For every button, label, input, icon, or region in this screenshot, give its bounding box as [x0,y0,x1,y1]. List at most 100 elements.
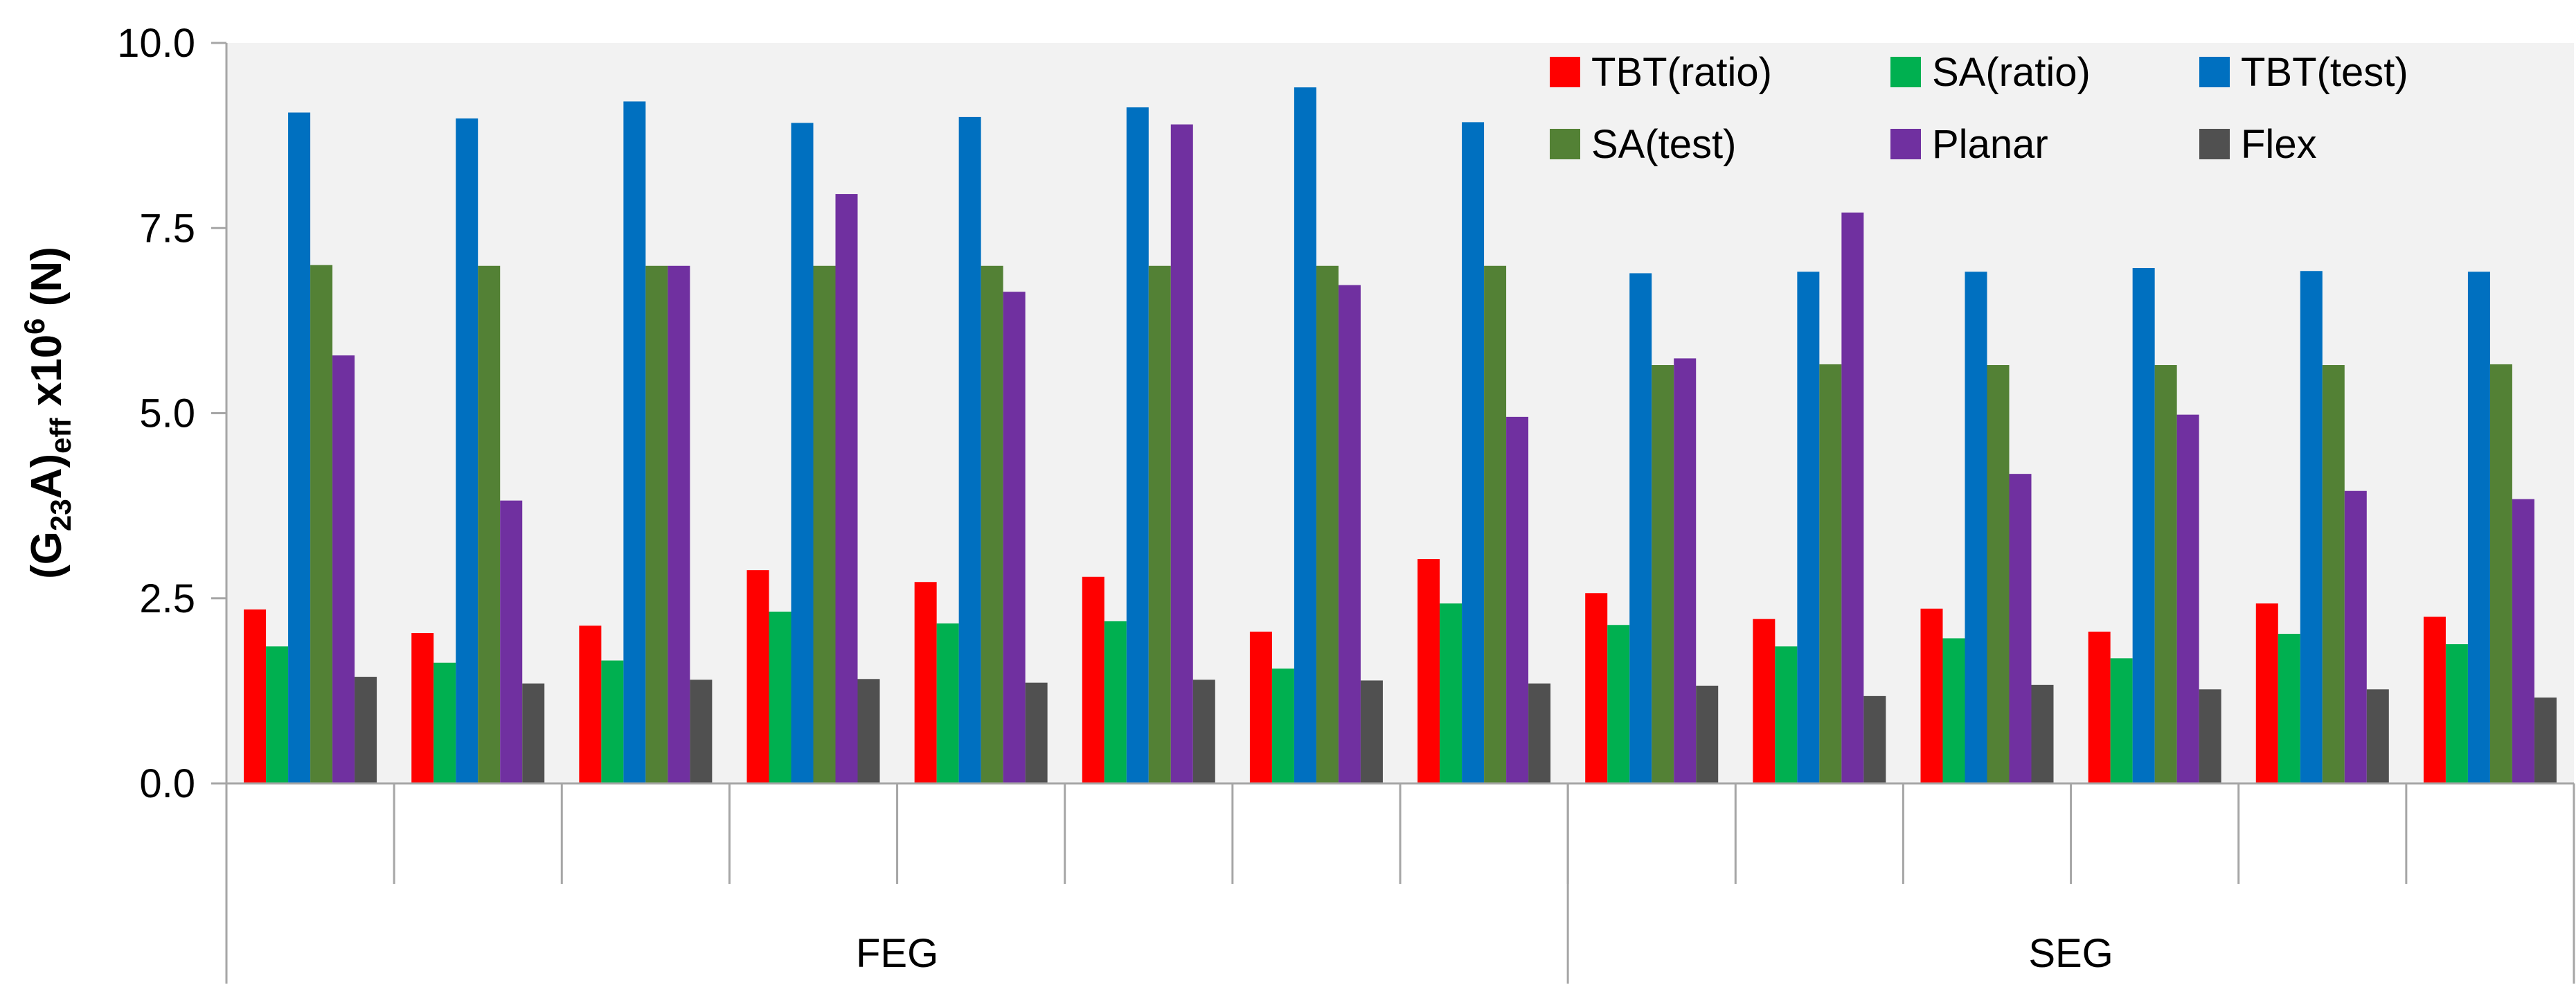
bar-tbt-test--6 [1126,107,1149,784]
bar-planar-2 [500,500,523,783]
bar-flex-1 [355,677,377,783]
y-axis-label-sub2: eff [44,417,77,453]
bar-tbt-ratio--10 [1753,619,1776,783]
y-axis-label-sub1: 23 [44,499,77,531]
bar-sa-ratio--7 [1271,668,1294,783]
bar-tbt-ratio--8 [1417,559,1440,783]
bar-tbt-ratio--9 [1585,593,1608,783]
bar-sa-test--5 [981,265,1003,783]
group-label-seg: SEG [2028,931,2113,976]
bar-sa-test--11 [1987,365,2010,783]
bar-flex-13 [2366,689,2389,783]
axes [225,43,2575,984]
bar-sa-test--3 [645,265,668,783]
bar-sa-test--6 [1148,265,1171,783]
bar-flex-6 [1192,680,1215,783]
legend-label-tbt-ratio-: TBT(ratio) [1591,50,1772,95]
bar-tbt-test--1 [288,112,311,784]
bar-tbt-test--9 [1629,273,1652,784]
bar-sa-ratio--8 [1440,603,1463,783]
bar-tbt-ratio--5 [914,582,937,783]
bar-tbt-ratio--6 [1082,576,1104,783]
bar-flex-7 [1360,680,1383,783]
y-axis-label-unit: (N) [23,247,71,318]
bar-planar-12 [2176,414,2199,783]
legend-label-flex: Flex [2241,122,2317,167]
y-axis-label-prefix: (G [23,531,71,579]
legend-label-tbt-test-: TBT(test) [2241,50,2408,95]
bar-sa-test--4 [813,265,836,783]
bar-flex-12 [2199,689,2221,783]
bar-flex-3 [690,680,713,783]
bar-tbt-test--12 [2132,267,2155,783]
y-axis-label-mid: A) [23,454,71,499]
bar-planar-14 [2512,499,2534,783]
bar-sa-ratio--13 [2278,634,2300,783]
bar-sa-ratio--3 [601,660,624,783]
bar-tbt-ratio--4 [746,570,769,783]
y-axis-label: (G23A)eff x106 (N) [18,247,77,579]
bar-sa-test--10 [1819,364,1842,783]
y-ticks: 0.0 2.5 5.0 7.5 10.0 [117,21,226,806]
y-tick-label: 10.0 [117,21,195,66]
bar-flex-8 [1528,683,1551,783]
bar-tbt-ratio--12 [2088,631,2111,783]
bar-planar-1 [332,355,355,783]
bar-tbt-ratio--14 [2423,616,2446,783]
group-labels: FEG SEG [856,931,2113,976]
bar-planar-7 [1338,285,1361,783]
bar-sa-test--12 [2154,365,2177,783]
bar-planar-8 [1506,416,1529,783]
bar-tbt-test--13 [2300,271,2323,783]
bar-sa-ratio--2 [433,662,456,783]
bar-sa-ratio--10 [1775,646,1798,783]
legend-swatch-sa-ratio- [1890,57,1921,87]
bar-planar-11 [2009,474,2032,783]
bar-sa-ratio--14 [2445,644,2468,783]
legend: TBT(ratio) SA(ratio) TBT(test) SA(test) Plan… [1550,50,2408,167]
bar-flex-14 [2534,697,2557,783]
bar-sa-ratio--6 [1104,621,1127,783]
bar-flex-10 [1863,695,1886,783]
bar-tbt-test--2 [456,118,478,784]
bar-planar-3 [668,265,690,783]
bar-sa-ratio--12 [2110,658,2133,783]
bar-tbt-ratio--3 [579,625,602,783]
bar-sa-ratio--4 [769,611,791,783]
bar-tbt-ratio--7 [1249,631,1272,783]
bar-flex-4 [857,679,880,783]
bar-tbt-ratio--1 [244,609,267,783]
bar-tbt-test--8 [1462,122,1485,783]
bar-tbt-test--7 [1294,87,1316,783]
bar-flex-11 [2031,684,2054,783]
bar-tbt-ratio--11 [1920,608,1943,783]
bar-tbt-test--5 [958,116,981,783]
bar-planar-10 [1841,212,1864,783]
bar-flex-9 [1696,685,1719,783]
bar-planar-13 [2344,490,2367,783]
y-tick-label: 5.0 [139,391,195,436]
legend-swatch-tbt-ratio- [1550,57,1580,87]
y-tick-label: 2.5 [139,576,195,621]
y-tick-label: 7.5 [139,206,195,251]
bar-planar-6 [1170,124,1193,784]
legend-label-sa-ratio-: SA(ratio) [1932,50,2091,95]
bar-sa-ratio--1 [266,646,289,783]
bar-sa-test--13 [2322,365,2345,783]
bar-sa-test--1 [310,265,333,783]
y-tick-label: 0.0 [139,761,195,806]
bars [244,87,2557,784]
bar-sa-ratio--11 [1942,638,1965,783]
bar-sa-ratio--5 [936,623,959,783]
bar-flex-5 [1025,682,1048,783]
legend-swatch-planar [1890,129,1921,159]
bar-tbt-test--10 [1797,272,1820,783]
bar-tbt-test--14 [2467,272,2490,783]
group-label-feg: FEG [856,931,938,976]
bar-sa-test--2 [478,265,501,783]
legend-label-planar: Planar [1932,122,2048,167]
bar-flex-2 [522,683,545,783]
bar-planar-5 [1003,292,1026,784]
bar-sa-test--8 [1484,265,1507,783]
